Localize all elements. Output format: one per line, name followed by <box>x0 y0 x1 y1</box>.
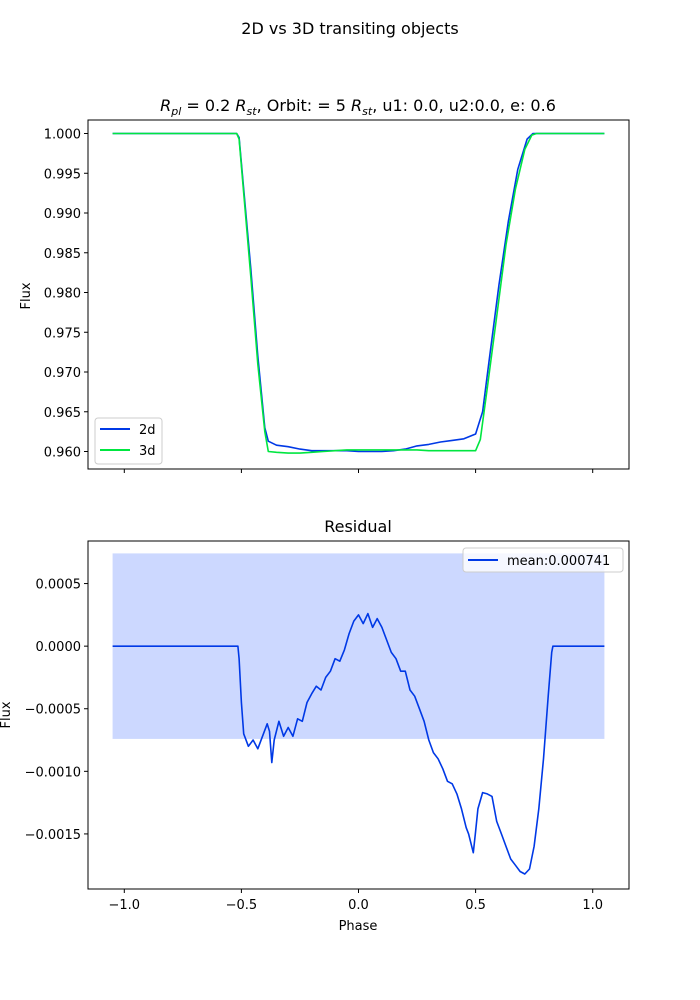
x-tick-label: −0.5 <box>226 898 258 913</box>
title-r-st: R <box>235 96 246 115</box>
legend-label-2d: 2d <box>139 423 156 438</box>
x-tick-label: 0.0 <box>348 898 369 913</box>
y-tick-label: 0.995 <box>44 167 81 182</box>
y-tick-label: 0.0005 <box>36 578 82 593</box>
residual-y-ticks: −0.0015 −0.0010 −0.0005 0.0000 0.0005 <box>25 578 88 843</box>
light-curve-x-ticks <box>123 469 594 473</box>
residual-title: Residual <box>324 517 392 536</box>
y-tick-label: −0.0010 <box>25 765 81 780</box>
title-radius-value: = 0.2 <box>181 96 235 115</box>
y-tick-label: 0.965 <box>44 406 81 421</box>
residual-axes-frame <box>87 540 630 890</box>
light-curve-legend: 2d 3d <box>94 417 163 465</box>
residual-legend-box <box>462 547 624 573</box>
residual-series <box>112 612 605 875</box>
residual-y-label: Flux <box>0 701 14 728</box>
light-curve-panel: Rpl = 0.2 Rst, Orbit: = 5 Rst, u1: 0.0, … <box>19 96 630 473</box>
residual-panel: Residual −0.0015−0.0010−0.00050.00000.00… <box>0 517 630 934</box>
figure-suptitle: 2D vs 3D transiting objects <box>241 19 458 38</box>
light-curve-title: Rpl = 0.2 Rst, Orbit: = 5 Rst, u1: 0.0, … <box>160 96 556 118</box>
title-r-st-subscript: st <box>247 105 258 118</box>
residual-x-label: Phase <box>339 919 378 934</box>
title-r-st-2: R <box>351 96 362 115</box>
residual-legend: mean:0.000741 <box>462 547 624 573</box>
y-tick-label: 0.980 <box>44 287 81 302</box>
y-tick-label: −0.0005 <box>25 703 81 718</box>
y-tick-label: −0.0015 <box>25 828 81 843</box>
x-tick-label: 1.0 <box>582 898 603 913</box>
title-r-pl: R <box>160 96 171 115</box>
y-tick-label: 0.975 <box>44 326 81 341</box>
title-params: , u1: 0.0, u2:0.0, e: 0.6 <box>372 96 556 115</box>
x-tick-label: −1.0 <box>109 898 141 913</box>
x-tick-label: 0.5 <box>465 898 486 913</box>
series-line-3d <box>112 132 605 454</box>
legend-label-3d: 3d <box>139 444 156 459</box>
title-r-st-2-subscript: st <box>362 105 373 118</box>
legend-label-mean: mean:0.000741 <box>507 554 610 569</box>
light-curve-axes-frame <box>87 119 630 470</box>
title-r-pl-subscript: pl <box>170 105 181 118</box>
residual-x-ticks: −1.0 −0.5 0.0 0.5 1.0 <box>109 889 603 913</box>
y-tick-label: 0.0000 <box>36 640 82 655</box>
y-tick-label: 1.000 <box>44 128 81 143</box>
light-curve-y-label: Flux <box>19 282 34 309</box>
light-curve-y-ticks: 0.960 0.965 0.970 0.975 0.980 0.985 0.990 0.995… <box>44 128 88 461</box>
y-tick-label: 0.960 <box>44 446 81 461</box>
title-orbit-value: , Orbit: = 5 <box>257 96 351 115</box>
y-tick-label: 0.985 <box>44 247 81 262</box>
series-line-mean-0-000741 <box>112 612 605 875</box>
light-curve-series <box>112 132 605 454</box>
y-tick-label: 0.970 <box>44 366 81 381</box>
y-tick-label: 0.990 <box>44 207 81 222</box>
